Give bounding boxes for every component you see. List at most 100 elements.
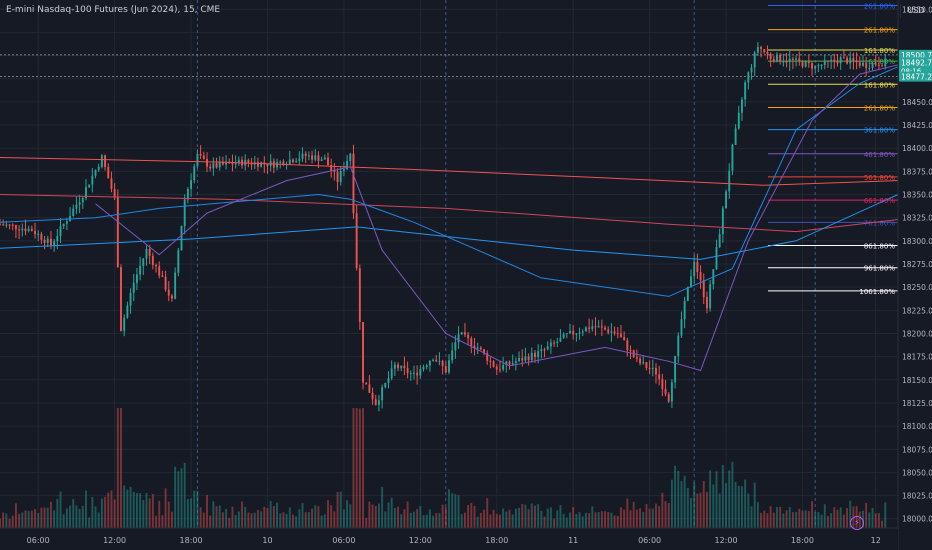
- fib-level-label: 461.80%: [864, 151, 895, 159]
- fib-level-label: 61.80%: [868, 58, 895, 66]
- candle-body: [371, 392, 374, 400]
- volume-bar: [206, 494, 208, 528]
- volume-bar: [177, 471, 180, 528]
- volume-bar: [604, 511, 606, 528]
- candle-body: [836, 61, 839, 64]
- candle-body: [279, 161, 282, 163]
- candle-body: [734, 128, 737, 145]
- volume-bar: [43, 507, 46, 528]
- candle-body: [852, 57, 855, 61]
- price-tick-label: 18200.00: [902, 329, 932, 338]
- candle-body: [725, 191, 727, 209]
- volume-bar: [161, 515, 164, 528]
- candle-body: [49, 238, 52, 246]
- lightning-icon[interactable]: ⚡: [850, 516, 864, 530]
- volume-bar: [769, 506, 772, 528]
- candle-body: [782, 61, 785, 63]
- volume-bar: [362, 408, 364, 528]
- time-tick-label: 18:00: [791, 536, 814, 545]
- candle-body: [381, 387, 384, 401]
- candle-body: [776, 54, 778, 62]
- candle-body: [690, 276, 692, 287]
- volume-bar: [549, 507, 552, 528]
- volume-bar: [142, 499, 145, 528]
- volume-bar: [683, 475, 686, 528]
- volume-bar: [260, 511, 263, 528]
- volume-bar: [377, 503, 380, 528]
- volume-bar: [282, 512, 285, 528]
- candle-body: [575, 333, 578, 335]
- volume-bar: [820, 514, 823, 528]
- candle-body: [683, 300, 686, 320]
- volume-bar: [215, 506, 218, 528]
- currency-button[interactable]: USD: [900, 4, 931, 18]
- volume-bar: [779, 506, 782, 528]
- candle-body: [460, 332, 463, 335]
- candle-body: [0, 224, 1, 226]
- volume-bar: [21, 512, 24, 528]
- candle-body: [766, 52, 769, 54]
- candle-body: [779, 54, 782, 62]
- candle-body: [209, 166, 212, 169]
- volume-bar: [591, 506, 594, 528]
- candle-body: [868, 67, 871, 69]
- candle-body: [584, 327, 587, 332]
- price-tick-label: 18375.00: [902, 167, 932, 176]
- volume-bar: [387, 502, 390, 528]
- price-tick-label: 18350.00: [902, 191, 932, 200]
- volume-bar: [72, 499, 75, 528]
- volume-bar: [483, 509, 485, 528]
- volume-bar: [129, 486, 132, 528]
- candle-body: [635, 357, 638, 359]
- candle-body: [696, 261, 699, 273]
- volume-bar: [37, 513, 40, 528]
- candle-body: [820, 64, 823, 66]
- volume-bar: [648, 508, 651, 528]
- volume-bar: [320, 515, 323, 528]
- candle-body: [737, 112, 740, 129]
- price-tick-label: 18150.00: [902, 376, 932, 385]
- candle-body: [327, 157, 329, 166]
- time-tick-label: 06:00: [27, 536, 50, 545]
- volume-bar: [511, 514, 514, 528]
- candle-body: [833, 59, 836, 62]
- volume-bar: [8, 518, 11, 528]
- price-tick-label: 18550.00: [902, 5, 932, 14]
- volume-bar: [451, 493, 454, 528]
- volume-bar: [448, 489, 450, 528]
- volume-bar: [830, 513, 833, 528]
- volume-bar: [530, 503, 533, 528]
- candle-body: [406, 368, 409, 374]
- candle-body: [145, 248, 148, 259]
- candle-body: [193, 166, 196, 181]
- fib-level-label: 561.80%: [864, 174, 895, 182]
- volume-bar: [94, 506, 97, 528]
- candle-body: [336, 171, 339, 183]
- candle-body: [11, 224, 14, 226]
- volume-bar: [88, 517, 91, 528]
- candle-body: [881, 65, 884, 67]
- candle-body: [546, 346, 549, 350]
- volume-bar: [670, 479, 673, 528]
- candle-body: [594, 326, 597, 328]
- candle-body: [46, 238, 49, 243]
- volume-bar: [56, 498, 59, 528]
- candle-body: [457, 334, 460, 343]
- candle-body: [180, 225, 183, 251]
- volume-bar: [0, 518, 1, 528]
- volume-bar: [167, 501, 170, 528]
- candle-body: [428, 360, 431, 366]
- candle-body: [91, 175, 94, 185]
- time-tick-label: 12:00: [103, 536, 126, 545]
- candle-body: [600, 326, 603, 328]
- candle-body: [772, 59, 775, 62]
- candle-body: [110, 178, 113, 190]
- candle-body: [756, 47, 759, 53]
- volume-bar: [760, 512, 763, 528]
- candle-body: [527, 356, 530, 361]
- candle-body: [645, 362, 648, 368]
- volume-bar: [642, 511, 645, 528]
- candle-body: [871, 63, 874, 68]
